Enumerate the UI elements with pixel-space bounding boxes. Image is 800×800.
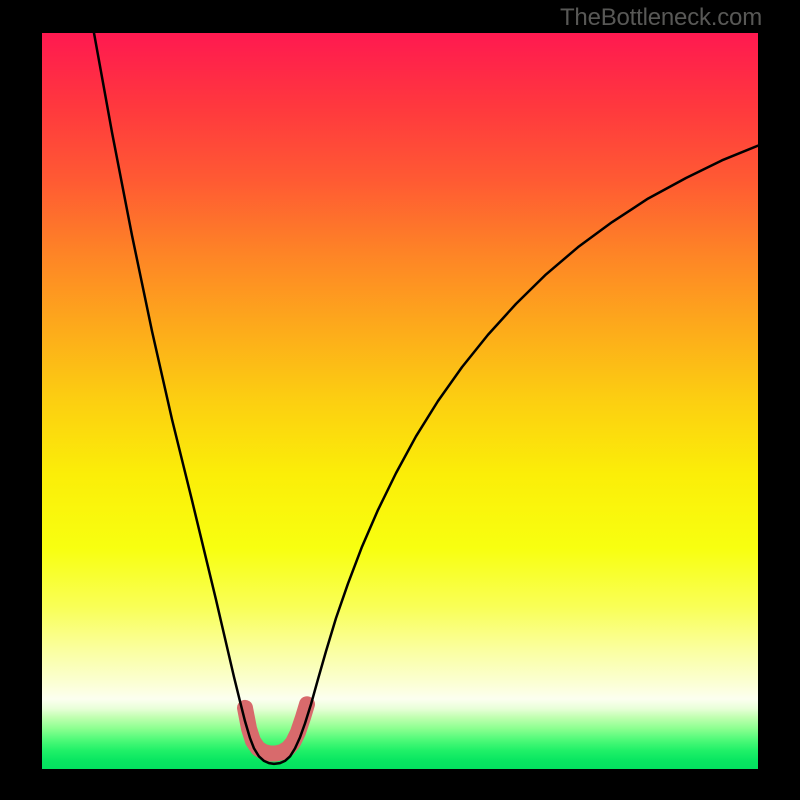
watermark-text: TheBottleneck.com (560, 4, 762, 32)
chart-stage: TheBottleneck.com (0, 0, 800, 800)
plot-area (42, 33, 758, 769)
plot-background (42, 33, 758, 769)
